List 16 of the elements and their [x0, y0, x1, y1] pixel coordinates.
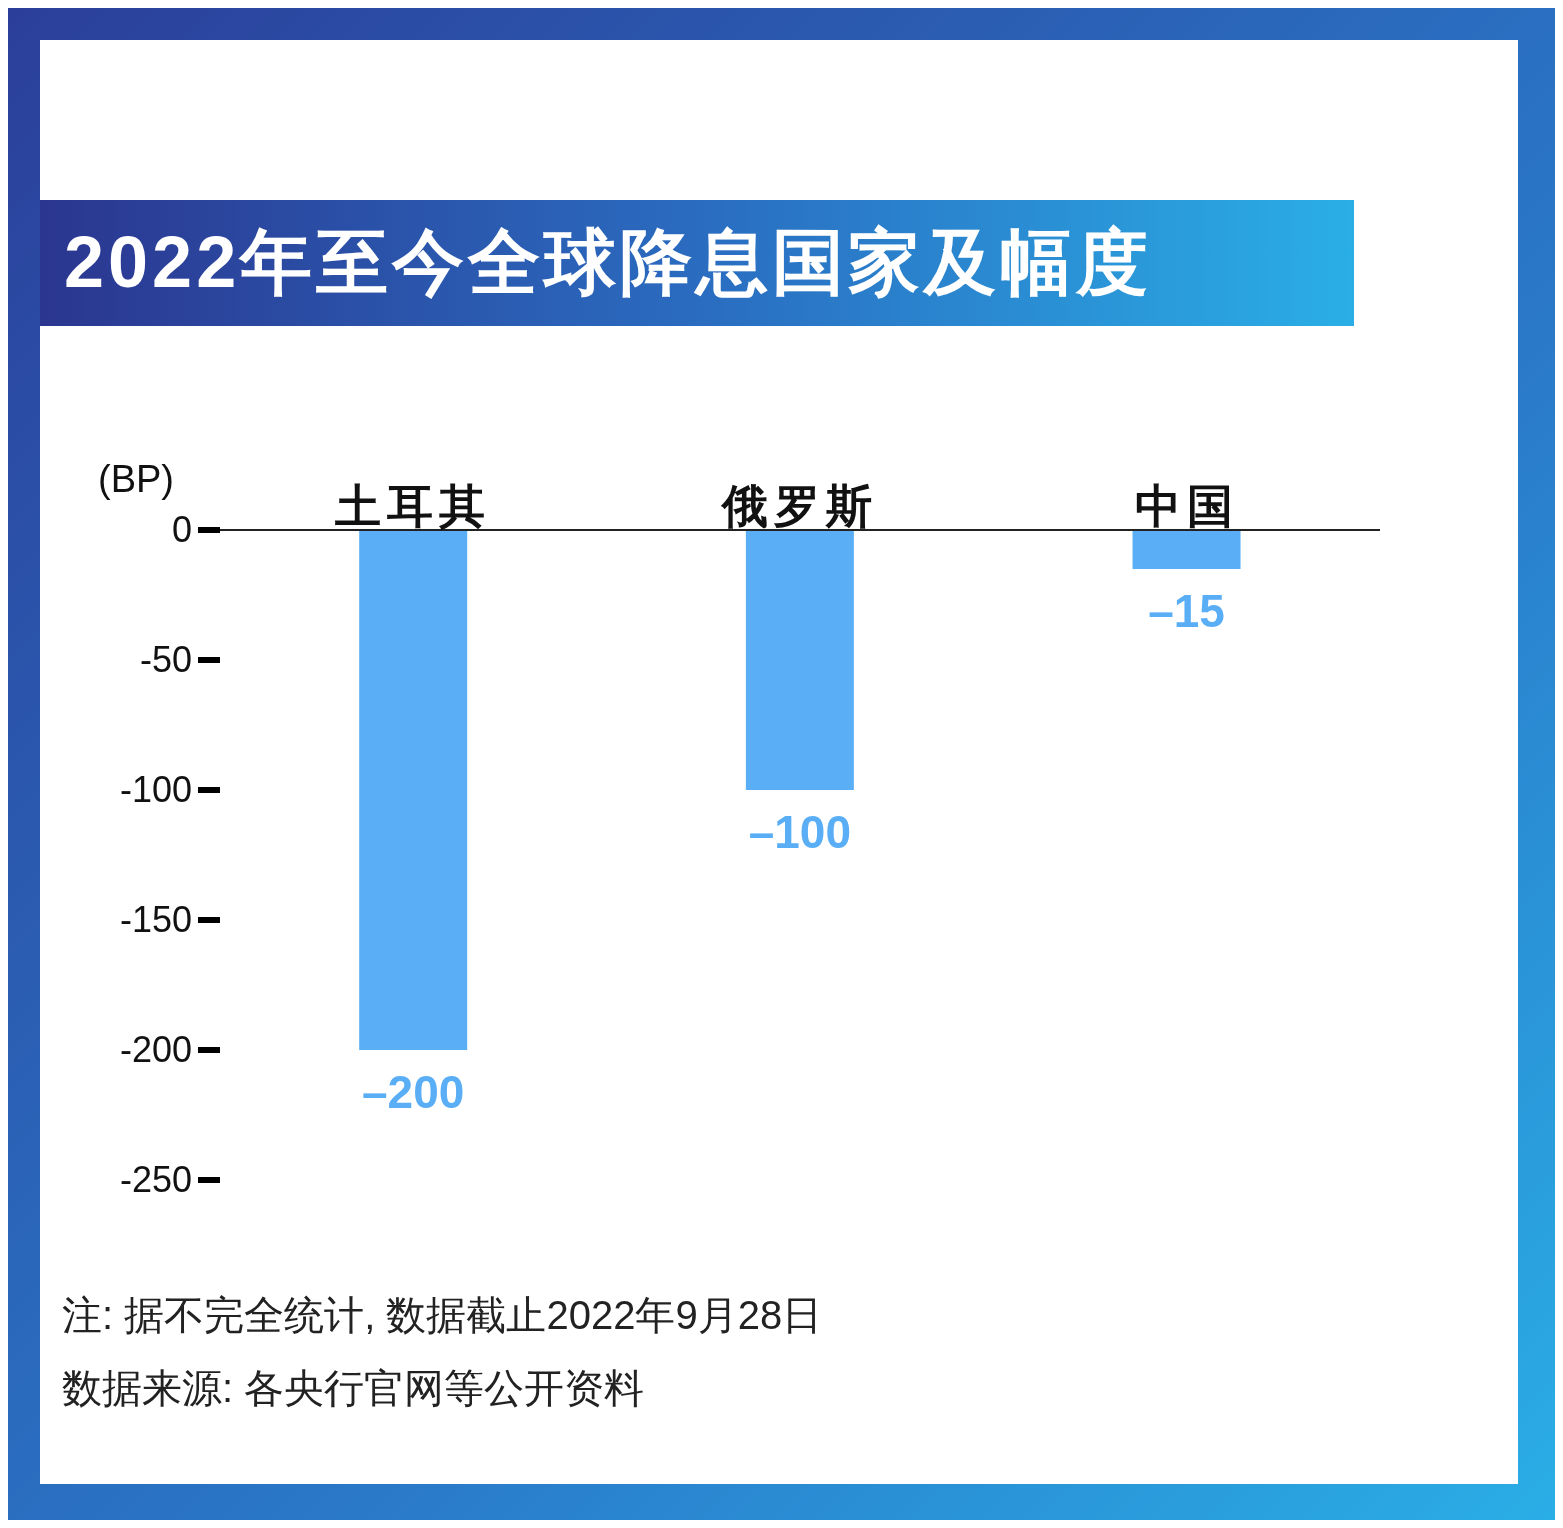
data-label: –100 — [748, 806, 852, 858]
x-tick-label: 中国 — [1134, 480, 1239, 532]
chart-title: 2022年至今全球降息国家及幅度 — [64, 221, 1153, 304]
y-tick-label: 0 — [171, 509, 192, 550]
y-tick-label: -200 — [119, 1029, 192, 1070]
y-axis-title: (BP) — [98, 458, 174, 501]
y-tick-label: -100 — [119, 769, 192, 810]
x-tick-label: 俄罗斯 — [720, 480, 878, 532]
y-tick-label: -150 — [119, 899, 192, 940]
source-note: 数据来源: 各央行官网等公开资料 — [62, 1365, 646, 1412]
data-label: –15 — [1148, 585, 1225, 637]
data-label: –200 — [362, 1066, 465, 1118]
x-tick-label: 土耳其 — [335, 480, 492, 532]
y-tick-label: -250 — [119, 1159, 192, 1200]
y-tick-label: -50 — [139, 639, 192, 680]
text: 注: 据不完全统计, 数据截止2022年9月28日 — [62, 1292, 823, 1339]
